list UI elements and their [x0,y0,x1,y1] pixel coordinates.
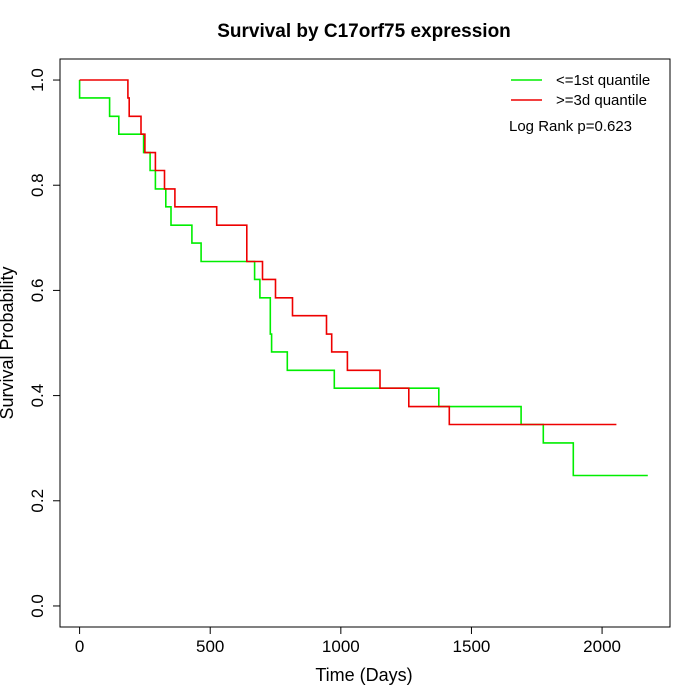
y-axis-label: Survival Probability [0,266,17,419]
x-tick-label: 1000 [322,637,360,656]
legend: <=1st quantile >=3d quantile [511,72,650,109]
x-tick-label: 1500 [453,637,491,656]
x-axis: 0 500 1000 1500 2000 [75,626,621,656]
log-rank-annotation: Log Rank p=0.623 [509,118,632,135]
y-tick-label: 0.8 [28,173,47,197]
chart-title: Survival by C17orf75 expression [217,21,511,42]
y-tick-label: 0.4 [28,384,47,408]
x-axis-label: Time (Days) [315,665,412,685]
survival-curve-low [78,80,648,477]
plot-frame [59,58,671,628]
y-tick-label: 0.0 [28,594,47,618]
series-layer [78,79,648,477]
legend-label-high: >=3d quantile [556,92,647,109]
y-tick-label: 0.6 [28,279,47,303]
y-axis: 0.0 0.2 0.4 0.6 0.8 1.0 [28,68,61,618]
survival-curve-high [79,79,617,426]
x-tick-label: 2000 [583,637,621,656]
x-tick-label: 500 [196,637,224,656]
legend-label-low: <=1st quantile [556,72,650,89]
x-tick-label: 0 [75,637,84,656]
y-tick-label: 1.0 [28,68,47,92]
y-tick-label: 0.2 [28,489,47,513]
